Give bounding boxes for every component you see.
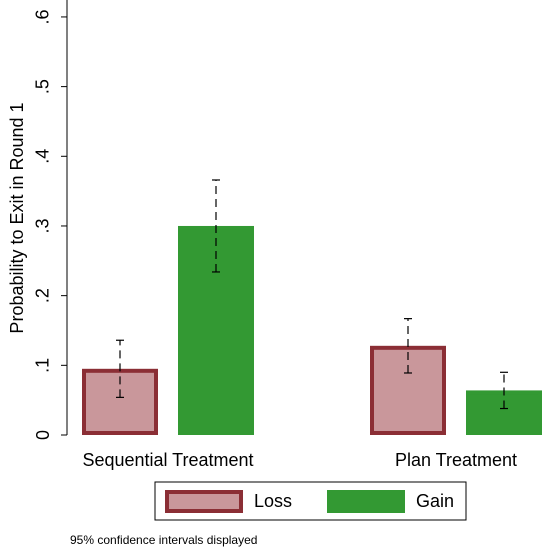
x-tick-label: Plan Treatment xyxy=(395,450,517,470)
y-tick-label: .5 xyxy=(33,79,53,94)
legend-swatch xyxy=(327,490,405,513)
y-axis-label: Probability to Exit in Round 1 xyxy=(7,102,27,333)
legend-box xyxy=(154,481,467,521)
y-tick-label: .2 xyxy=(33,288,53,303)
y-tick-label: .3 xyxy=(33,218,53,233)
bar xyxy=(370,345,446,435)
bar xyxy=(82,368,158,436)
bar xyxy=(178,225,254,435)
note: 95% confidence intervals displayed xyxy=(70,533,257,547)
y-tick-label: 0 xyxy=(33,430,53,440)
y-tick-label: .4 xyxy=(33,149,53,164)
legend-label: Loss xyxy=(254,491,292,511)
legend-label: Gain xyxy=(416,491,454,511)
legend-swatch xyxy=(165,490,243,513)
bar xyxy=(466,390,542,436)
y-tick-label: .6 xyxy=(33,9,53,24)
y-tick-label: .1 xyxy=(33,358,53,373)
x-tick-label: Sequential Treatment xyxy=(82,450,253,470)
